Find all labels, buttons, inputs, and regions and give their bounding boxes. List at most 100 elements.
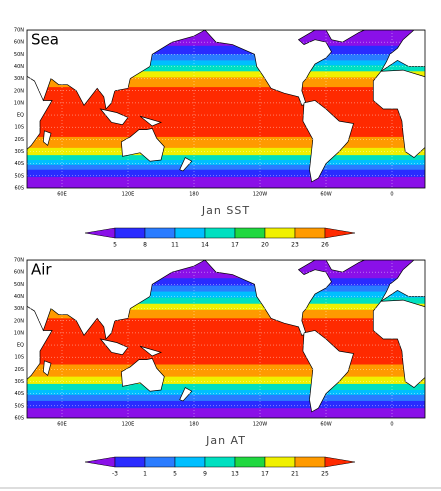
land <box>42 360 52 377</box>
land <box>179 157 193 172</box>
lat-label: 70N <box>14 28 24 34</box>
colorbar-segment <box>144 456 176 468</box>
color-band <box>27 45 425 55</box>
lat-label: 50N <box>14 282 24 288</box>
colorbar-segment <box>294 227 326 239</box>
colorbar-label: 26 <box>321 242 329 249</box>
lat-label: 30S <box>14 379 24 385</box>
lat-label: 30S <box>14 149 24 155</box>
lon-label: 180 <box>189 422 199 428</box>
land <box>42 130 52 147</box>
colorbar-segment <box>204 456 236 468</box>
color-band <box>27 400 425 409</box>
land <box>204 30 332 106</box>
color-band <box>27 65 425 72</box>
color-band <box>27 71 425 78</box>
map <box>27 260 425 418</box>
colorbar-segment <box>174 227 206 239</box>
color-band <box>27 285 425 293</box>
color-band <box>27 54 425 61</box>
color-band <box>27 364 425 378</box>
colorbar-segment <box>264 227 296 239</box>
color-band <box>27 177 425 188</box>
lon-label: 0 <box>390 422 393 428</box>
color-band <box>27 408 425 418</box>
lon-label: 120W <box>253 192 268 198</box>
color-band <box>27 164 425 171</box>
lat-label: 40N <box>14 294 24 300</box>
lon-label: 180 <box>189 192 199 198</box>
lon-label: 60E <box>57 422 67 428</box>
color-band <box>27 309 425 319</box>
map <box>27 30 425 188</box>
lat-label: 30N <box>14 76 24 82</box>
color-band <box>27 390 425 396</box>
color-band <box>27 136 425 149</box>
colorbar-end <box>84 456 116 468</box>
color-band <box>27 160 425 166</box>
colorbar-segment <box>114 227 146 239</box>
lat-label: 60N <box>14 40 24 46</box>
color-band <box>27 394 425 402</box>
color-band <box>27 383 425 391</box>
lat-label: 50N <box>14 52 24 58</box>
color-band <box>27 87 425 138</box>
lat-label: 20N <box>14 88 24 94</box>
colorbar-label: 23 <box>291 242 299 249</box>
colorbar-label: 9 <box>203 471 207 478</box>
lat-label: 10S <box>14 355 24 361</box>
colorbar-segment <box>234 227 266 239</box>
lat-label: 60S <box>14 185 24 191</box>
colorbar-end <box>324 227 356 239</box>
colorbar-label: 5 <box>113 242 117 249</box>
land <box>99 108 129 126</box>
color-band <box>27 169 425 178</box>
colorbar-end <box>324 456 356 468</box>
lon-label: 120W <box>253 422 268 428</box>
lon-label: 60W <box>320 422 331 428</box>
lat-label: 30N <box>14 306 24 312</box>
colorbar-label: 25 <box>321 471 329 478</box>
land <box>99 338 129 356</box>
color-band <box>27 376 425 385</box>
colorbar-label: 8 <box>143 242 147 249</box>
panel-title: Jan AT <box>205 434 246 447</box>
lon-label: 0 <box>390 192 393 198</box>
lat-label: 40S <box>14 161 24 167</box>
lat-label: 10N <box>14 100 24 106</box>
color-band <box>27 77 425 88</box>
lat-label: 20S <box>14 137 24 143</box>
lon-label: 120E <box>122 422 135 428</box>
lat-label: EQ <box>17 343 24 349</box>
map-frame <box>26 29 426 189</box>
panel-label: Air <box>31 261 52 279</box>
color-band <box>27 60 425 66</box>
color-band <box>27 297 425 305</box>
land <box>121 358 165 392</box>
lat-label: 40S <box>14 391 24 397</box>
colorbar-label: 11 <box>171 242 179 249</box>
land <box>121 128 165 162</box>
colorbar-label: 20 <box>261 242 269 249</box>
lat-label: 50S <box>14 173 24 179</box>
color-band <box>27 147 425 156</box>
land <box>204 260 332 336</box>
lat-label: 10N <box>14 330 24 336</box>
color-band <box>27 155 425 161</box>
lat-label: EQ <box>17 113 24 119</box>
lat-label: 10S <box>14 125 24 131</box>
colorbar-end <box>84 227 116 239</box>
colorbar-segment <box>294 456 326 468</box>
land <box>27 260 206 340</box>
panel-label: Sea <box>31 31 59 49</box>
colorbar-label: 21 <box>291 471 299 478</box>
land <box>325 30 365 43</box>
lat-label: 60N <box>14 270 24 276</box>
colorbar-segment <box>114 456 146 468</box>
land <box>302 100 354 183</box>
colorbar-label: 17 <box>261 471 269 478</box>
lon-label: 60W <box>320 192 331 198</box>
colorbar-label: 5 <box>173 471 177 478</box>
land <box>139 345 163 357</box>
color-band <box>27 303 425 311</box>
